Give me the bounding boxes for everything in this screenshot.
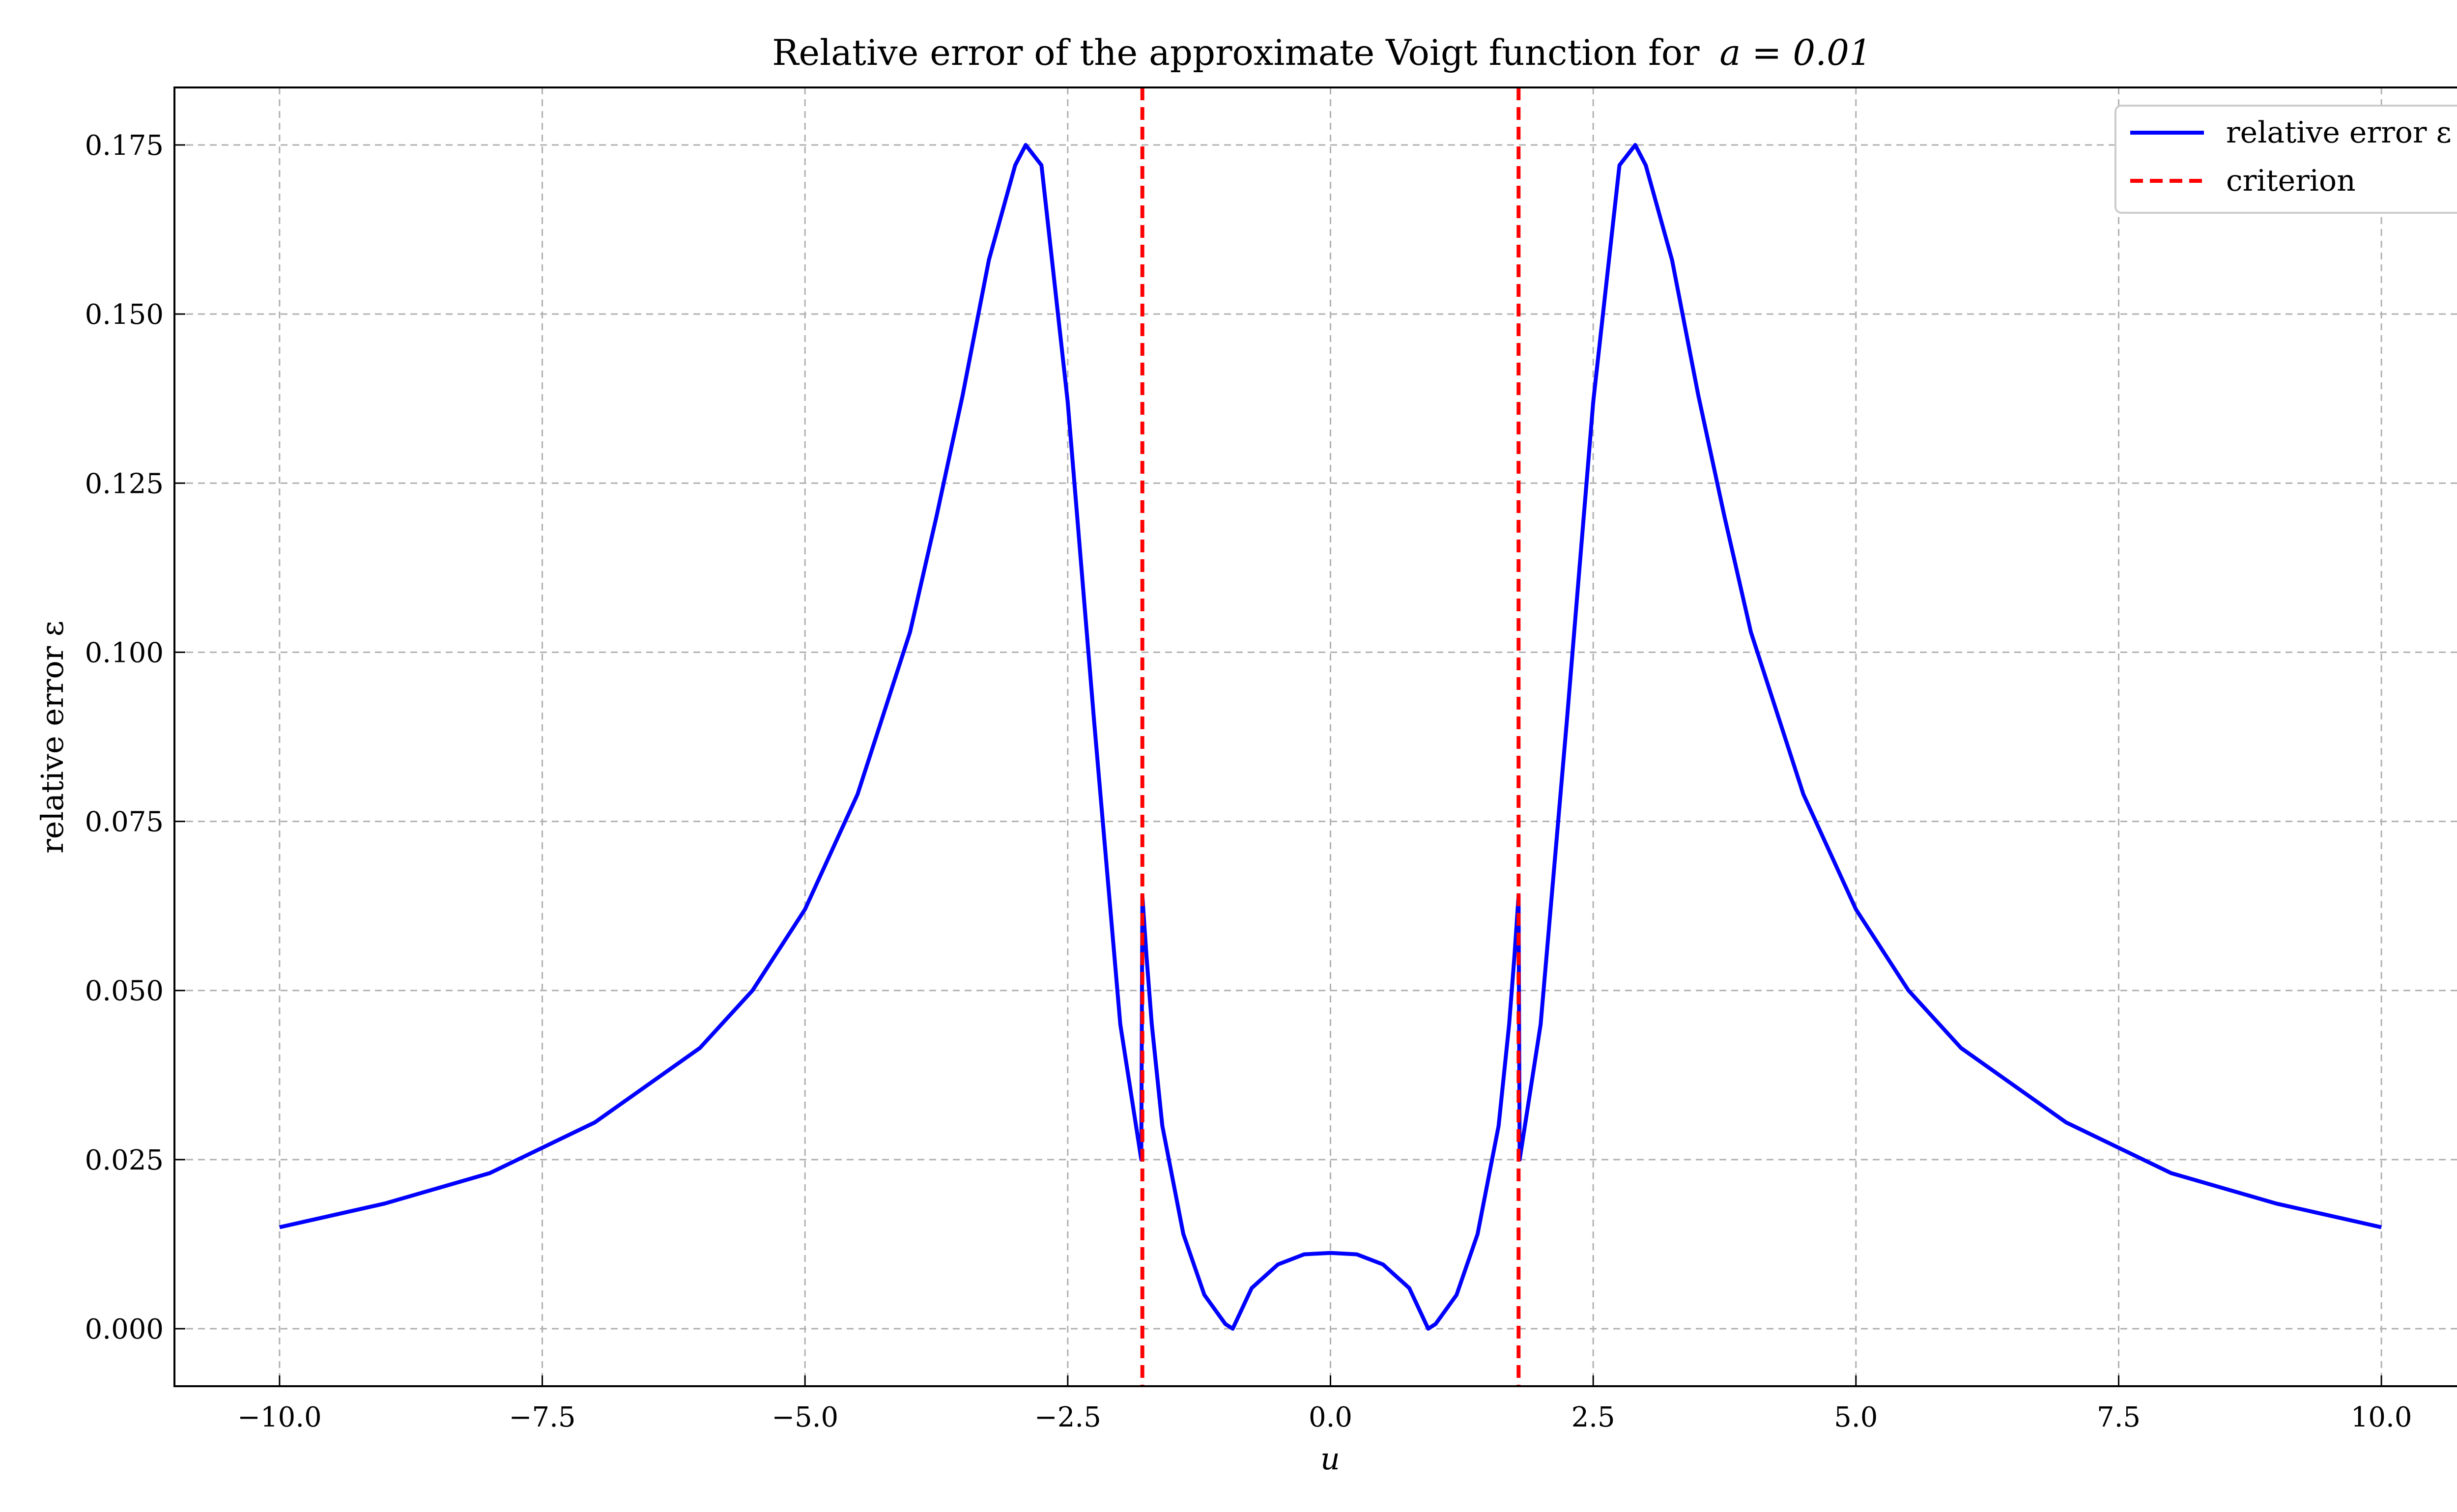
y-axis-label: relative error ε [34,621,70,854]
y-tick-label: 0.000 [85,1313,164,1345]
chart-title: Relative error of the approximate Voigt … [772,32,1871,73]
x-tick-label: 7.5 [2097,1401,2141,1433]
criterion-lines [1140,87,1521,1386]
y-tick-label: 0.125 [85,468,164,500]
y-tick-label: 0.050 [85,975,164,1007]
grid-layer [174,87,2457,1386]
tick-layer: −10.0 −7.5 −5.0 −2.5 0.0 2.5 5.0 7.5 10.0 0.000 0.… [85,130,2412,1433]
x-tick-label: −2.5 [1034,1401,1101,1433]
y-tick-label: 0.100 [85,637,164,669]
x-tick-label: 2.5 [1571,1401,1615,1433]
x-tick-label: −5.0 [771,1401,838,1433]
y-tick-label: 0.175 [85,130,164,162]
y-tick-label: 0.025 [85,1144,164,1176]
relative-error-line [279,143,2382,1331]
x-tick-label: 5.0 [1834,1401,1878,1433]
x-tick-label: 0.0 [1309,1401,1352,1433]
legend-label-criterion: criterion [2226,164,2356,198]
x-axis-label: u [1320,1441,1340,1477]
legend: relative error ε criterion [2114,105,2457,214]
y-tick-label: 0.150 [85,299,164,331]
x-tick-label: −7.5 [509,1401,576,1433]
x-tick-label: −10.0 [237,1401,322,1433]
legend-label-relative-error: relative error ε [2226,115,2452,150]
series-layer [279,143,2382,1331]
chart-title-math: a = 0.01 [1719,32,1871,73]
x-tick-label: 10.0 [2351,1401,2412,1433]
chart-title-text: Relative error of the approximate Voigt … [772,32,1700,73]
y-tick-label: 0.075 [85,806,164,838]
